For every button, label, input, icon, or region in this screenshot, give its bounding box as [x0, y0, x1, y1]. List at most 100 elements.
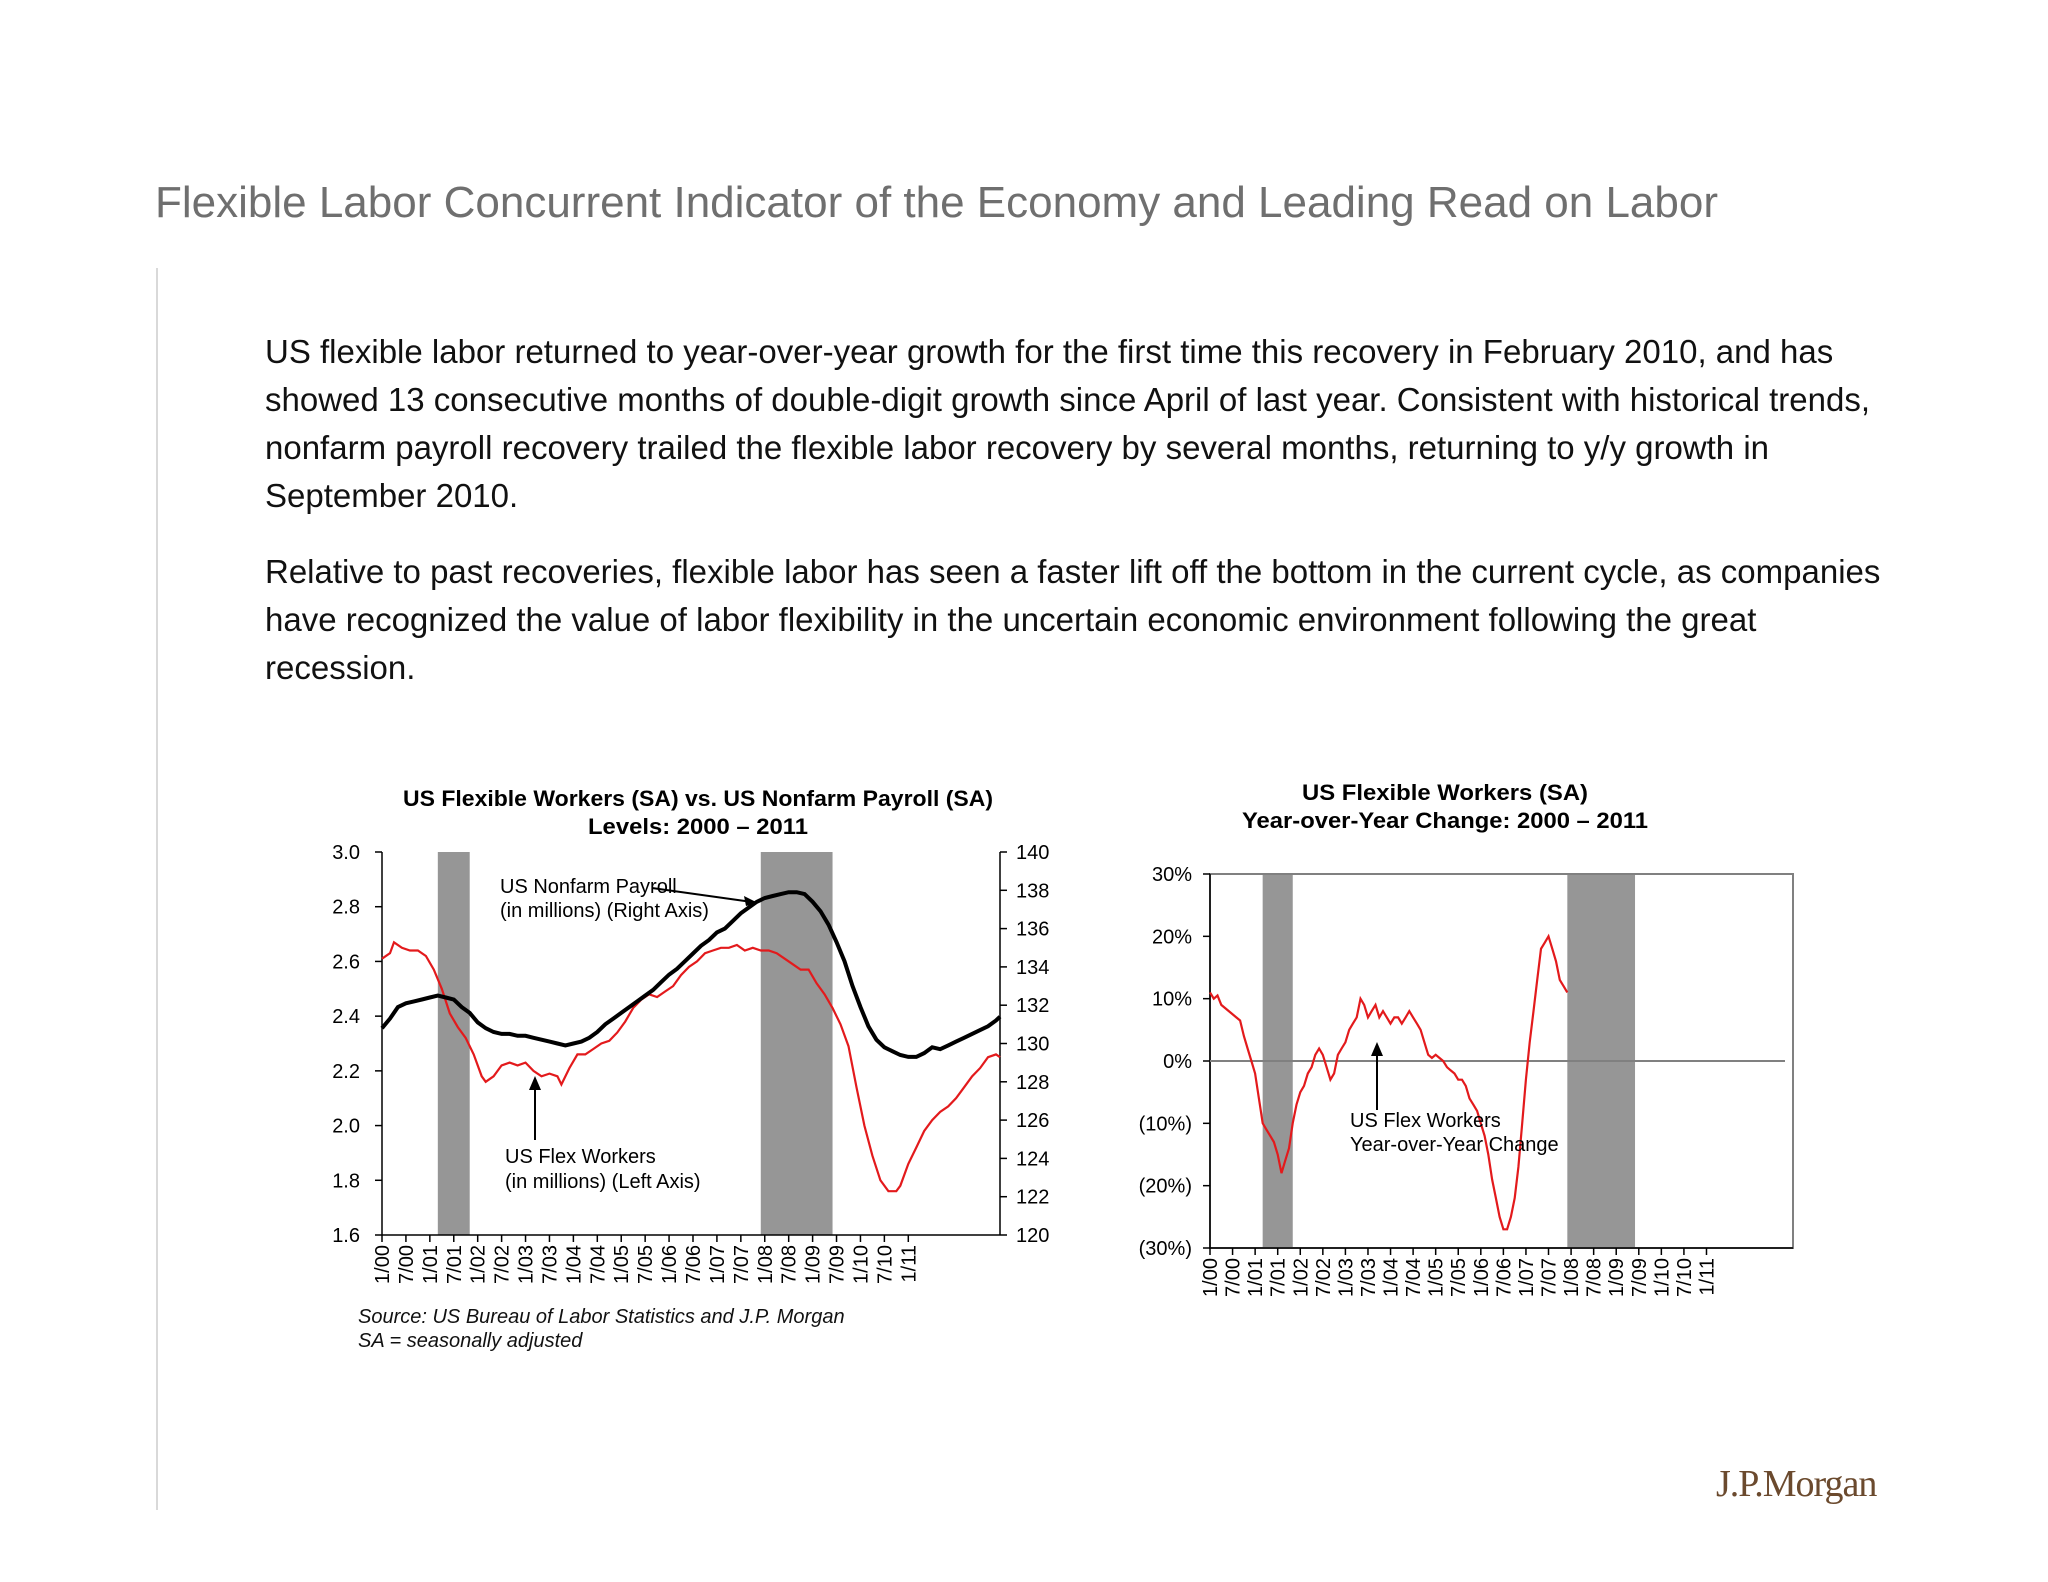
x-tick-label: 7/01	[1268, 1258, 1290, 1297]
x-tick-label: 1/09	[1606, 1258, 1628, 1297]
y-tick-label: 20%	[1152, 926, 1192, 948]
x-tick-label: 7/01	[444, 1245, 466, 1284]
x-tick-label: 7/09	[1629, 1258, 1651, 1297]
x-tick-label: 7/00	[396, 1245, 418, 1284]
chart1-axes: 3.0 2.8 2.6 2.4 2.2 2.0 1.8 1.6 140 138 136 134 132 1…	[332, 842, 1049, 1284]
y-tick-label: 2.2	[332, 1061, 360, 1083]
y-tick-label-right: 126	[1016, 1110, 1049, 1132]
x-tick-label: 7/07	[731, 1245, 753, 1284]
x-tick-label: 1/11	[898, 1245, 920, 1282]
y-tick-label-right: 130	[1016, 1034, 1049, 1056]
annotation-yoy-line2: Year-over-Year Change	[1350, 1134, 1559, 1156]
annotation-flex-arrowhead	[529, 1076, 541, 1090]
y-tick-label: (20%)	[1139, 1176, 1192, 1198]
y-tick-label-right: 124	[1016, 1148, 1049, 1170]
x-tick-label: 1/02	[1290, 1258, 1312, 1297]
y-tick-label: 2.8	[332, 897, 360, 919]
jpmorgan-logo: J.P.Morgan	[1716, 1463, 1877, 1505]
source-line: Source: US Bureau of Labor Statistics an…	[358, 1306, 845, 1328]
y-tick-label-right: 140	[1016, 842, 1049, 864]
x-tick-label: 1/01	[420, 1245, 442, 1284]
y-tick-label: 30%	[1152, 864, 1192, 886]
x-tick-label: 1/07	[707, 1245, 729, 1284]
annotation-payroll-line1: US Nonfarm Payroll	[500, 876, 677, 898]
y-tick-label-right: 120	[1016, 1225, 1049, 1247]
x-tick-label: 1/10	[850, 1245, 872, 1284]
y-tick-label: (30%)	[1139, 1238, 1192, 1260]
x-tick-label: 1/10	[1651, 1258, 1673, 1297]
x-tick-label: 7/03	[539, 1245, 561, 1284]
y-tick-label-right: 134	[1016, 957, 1049, 979]
chart2-axes: 30%20%10%0%(10%)(20%)(30%)1/00 7/00 1/01 7/…	[1139, 864, 1794, 1297]
x-tick-label: 1/09	[803, 1245, 825, 1284]
series-flex-workers-line	[381, 940, 1001, 1193]
vertical-divider	[156, 268, 158, 1510]
y-tick-label: (10%)	[1139, 1113, 1192, 1135]
y-tick-label-right: 138	[1016, 880, 1049, 902]
x-tick-label: 1/04	[1381, 1258, 1403, 1297]
x-tick-label: 7/10	[1674, 1258, 1696, 1297]
slide-title: Flexible Labor Concurrent Indicator of t…	[155, 178, 1718, 227]
annotation-yoy-line1: US Flex Workers	[1350, 1110, 1501, 1132]
x-tick-label: 1/08	[1561, 1258, 1583, 1297]
y-tick-label-right: 136	[1016, 919, 1049, 941]
x-tick-label: 1/05	[611, 1245, 633, 1284]
x-tick-label: 7/00	[1223, 1258, 1245, 1297]
body-paragraph-2: Relative to past recoveries, flexible la…	[265, 553, 1881, 686]
annotation-flex-line1: US Flex Workers	[505, 1146, 656, 1168]
x-tick-label: 1/11	[1696, 1258, 1718, 1295]
x-tick-label: 1/01	[1245, 1258, 1267, 1297]
x-tick-label: 7/06	[683, 1245, 705, 1284]
y-tick-label-right: 132	[1016, 995, 1049, 1017]
x-tick-label: 1/03	[516, 1245, 538, 1284]
chart1-title-line2: Levels: 2000 – 2011	[588, 814, 808, 839]
x-tick-label: 1/06	[659, 1245, 681, 1284]
recession-band	[760, 852, 833, 1235]
series-nonfarm-payroll-line	[380, 890, 1002, 1059]
y-tick-label: 2.4	[332, 1006, 360, 1028]
x-tick-label: 7/04	[1403, 1258, 1425, 1297]
y-tick-label: 0%	[1163, 1051, 1192, 1073]
x-tick-label: 7/08	[1584, 1258, 1606, 1297]
x-tick-label: 7/06	[1493, 1258, 1515, 1297]
annotation-payroll-line2: (in millions) (Right Axis)	[500, 900, 709, 922]
source-note: Source: US Bureau of Labor Statistics an…	[358, 1305, 845, 1353]
annotation-payroll-arrow	[651, 887, 753, 903]
x-tick-label: 7/05	[1448, 1258, 1470, 1297]
x-tick-label: 1/02	[468, 1245, 490, 1284]
y-tick-label: 10%	[1152, 989, 1192, 1011]
x-tick-label: 7/02	[492, 1245, 514, 1284]
body-paragraph-1: US flexible labor returned to year-over-…	[265, 333, 1870, 514]
chart2-title-line2: Year-over-Year Change: 2000 – 2011	[1242, 808, 1648, 833]
y-tick-label-right: 122	[1016, 1187, 1049, 1209]
x-tick-label: 7/09	[827, 1245, 849, 1284]
annotation-payroll-arrowhead	[744, 896, 758, 906]
annotation-yoy-arrowhead	[1371, 1042, 1383, 1056]
chart1-title-line1: US Flexible Workers (SA) vs. US Nonfarm …	[403, 786, 993, 811]
x-tick-label: 1/08	[755, 1245, 777, 1284]
chart-levels: US Flexible Workers (SA) vs. US Nonfarm …	[332, 786, 1049, 1284]
x-tick-label: 1/06	[1471, 1258, 1493, 1297]
x-tick-label: 7/02	[1313, 1258, 1335, 1297]
x-tick-label: 1/00	[1200, 1258, 1222, 1297]
y-tick-label: 2.0	[332, 1116, 360, 1138]
sa-footnote: SA = seasonally adjusted	[358, 1330, 583, 1352]
x-tick-label: 7/10	[874, 1245, 896, 1284]
x-tick-label: 7/05	[635, 1245, 657, 1284]
x-tick-label: 7/03	[1358, 1258, 1380, 1297]
recession-band	[437, 852, 470, 1235]
x-tick-label: 7/07	[1539, 1258, 1561, 1297]
series-flex-yoy-line	[1209, 933, 1569, 1231]
x-tick-label: 1/07	[1516, 1258, 1538, 1297]
x-tick-label: 1/05	[1426, 1258, 1448, 1297]
x-tick-label: 7/04	[587, 1245, 609, 1284]
recession-bands	[437, 852, 833, 1235]
annotation-flex-line2: (in millions) (Left Axis)	[505, 1171, 701, 1193]
chart2-title-line1: US Flexible Workers (SA)	[1302, 780, 1588, 805]
x-tick-label: 1/03	[1335, 1258, 1357, 1297]
y-tick-label-right: 128	[1016, 1072, 1049, 1094]
y-tick-label: 1.6	[332, 1225, 360, 1247]
y-tick-label: 1.8	[332, 1170, 360, 1192]
y-tick-label: 3.0	[332, 842, 360, 864]
x-tick-label: 1/00	[372, 1245, 394, 1284]
